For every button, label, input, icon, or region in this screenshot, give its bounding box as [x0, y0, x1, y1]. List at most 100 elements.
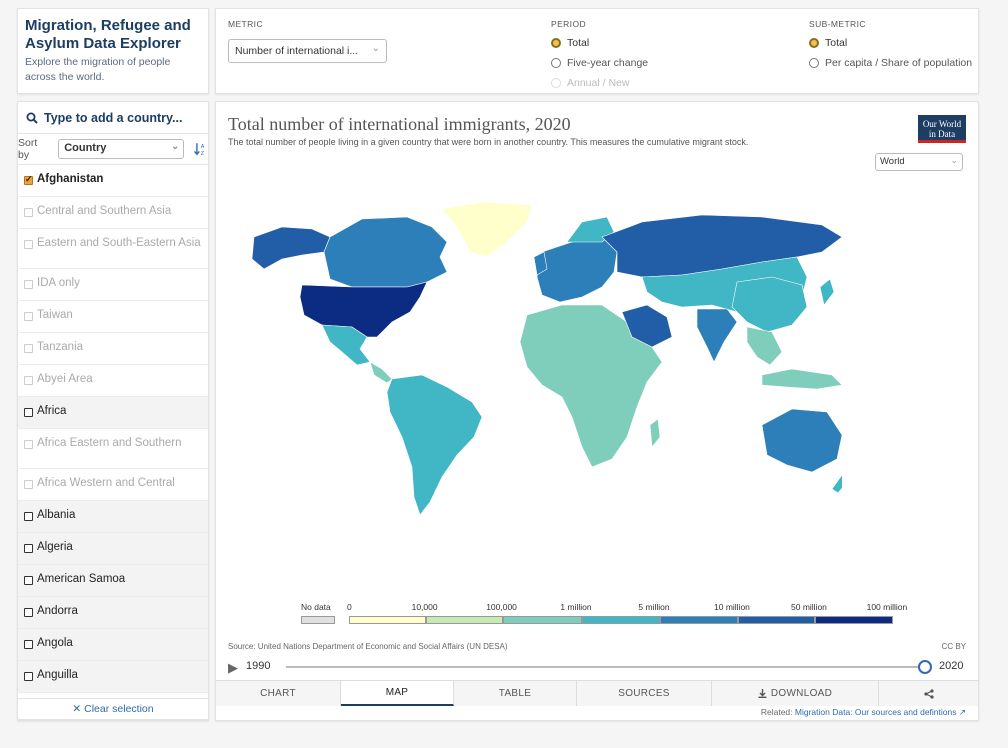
legend-bin[interactable] [582, 616, 660, 624]
entity-list: Afghanistan Central and Southern Asia East… [18, 164, 208, 693]
legend-bin[interactable] [426, 616, 503, 624]
license-label: CC BY [941, 642, 966, 651]
checkbox-icon[interactable] [24, 512, 33, 521]
map-madagascar[interactable] [649, 418, 661, 448]
map-uk[interactable] [533, 251, 548, 276]
checkbox-icon[interactable] [24, 240, 33, 249]
checkbox-icon[interactable] [24, 312, 33, 321]
entity-item[interactable]: Africa Western and Central [18, 469, 208, 501]
legend-bin[interactable] [815, 616, 893, 624]
share-icon [923, 688, 934, 699]
entity-item[interactable]: Tanzania [18, 333, 208, 365]
sort-row: Sort by Country ⌄ A Z [18, 134, 208, 164]
entity-item[interactable]: Eastern and South-Eastern Asia [18, 229, 208, 269]
metric-select-value: Number of international i... [235, 45, 359, 57]
map-india[interactable] [696, 308, 738, 363]
country-search-input[interactable]: Type to add a country... [18, 102, 208, 134]
checkbox-icon[interactable] [24, 208, 33, 217]
region-select[interactable]: World ⌄ [875, 153, 963, 171]
entity-item[interactable]: Andorra [18, 597, 208, 629]
tab-sources[interactable]: SOURCES [577, 681, 712, 706]
tab-download[interactable]: DOWNLOAD [712, 681, 879, 706]
checkbox-icon[interactable] [24, 480, 33, 489]
checkbox-icon[interactable] [24, 376, 33, 385]
chevron-down-icon: ⌄ [171, 141, 180, 152]
map-japan[interactable] [819, 278, 835, 306]
clear-selection-button[interactable]: ✕ Clear selection [17, 698, 209, 720]
entity-item[interactable]: Algeria [18, 533, 208, 565]
map-usa[interactable] [299, 281, 428, 338]
map-indonesia[interactable] [761, 368, 842, 390]
period-option-five-year[interactable]: Five-year change [551, 57, 648, 69]
entity-item[interactable]: Anguilla [18, 661, 208, 693]
map-australia[interactable] [761, 408, 842, 473]
map-europe[interactable] [536, 236, 618, 303]
timeline-end: 2020 [939, 660, 964, 672]
checkbox-icon[interactable] [24, 576, 33, 585]
map-alaska[interactable] [251, 226, 331, 270]
entity-item[interactable]: Central and Southern Asia [18, 197, 208, 229]
timeline: ▶ 1990 2020 [228, 658, 968, 676]
checkbox-checked-icon[interactable] [24, 174, 33, 185]
map-africa[interactable] [519, 304, 663, 468]
period-option-total[interactable]: Total [551, 37, 589, 49]
checkbox-icon[interactable] [24, 640, 33, 649]
legend-nodata-swatch[interactable] [301, 616, 335, 624]
entity-label: Taiwan [37, 309, 73, 321]
controls-panel: METRIC Number of international i... ⌄ PE… [215, 8, 979, 94]
entity-item[interactable]: Africa Eastern and Southern [18, 429, 208, 469]
metric-select[interactable]: Number of international i... ⌄ [228, 39, 387, 63]
sort-select[interactable]: Country ⌄ [58, 139, 185, 159]
map-saudi-arabia[interactable] [621, 304, 673, 348]
map-central-america[interactable] [369, 361, 393, 384]
close-icon: ✕ [72, 703, 82, 715]
world-map[interactable] [242, 197, 842, 527]
map-scandinavia[interactable] [566, 216, 615, 243]
entity-item[interactable]: Abyei Area [18, 365, 208, 397]
entity-item[interactable]: Africa [18, 397, 208, 429]
tab-map[interactable]: MAP [341, 681, 454, 706]
checkbox-icon[interactable] [24, 344, 33, 353]
legend-bin[interactable] [660, 616, 738, 624]
checkbox-icon[interactable] [24, 408, 33, 417]
entity-label: Angola [37, 637, 73, 649]
play-icon[interactable]: ▶ [228, 660, 238, 675]
map-china[interactable] [731, 276, 808, 333]
checkbox-icon[interactable] [24, 608, 33, 617]
entity-item[interactable]: Taiwan [18, 301, 208, 333]
entity-item[interactable]: Albania [18, 501, 208, 533]
entity-label: Albania [37, 509, 76, 521]
timeline-handle[interactable] [918, 660, 932, 674]
sort-order-icon[interactable]: A Z [194, 142, 208, 156]
map-russia[interactable] [601, 214, 842, 278]
checkbox-icon[interactable] [24, 440, 33, 449]
app-title: Migration, Refugee and Asylum Data Explo… [25, 17, 191, 52]
map-south-america[interactable] [386, 374, 483, 516]
tab-table[interactable]: TABLE [454, 681, 577, 706]
tab-share[interactable] [879, 681, 978, 706]
submetric-option-total[interactable]: Total [809, 37, 847, 49]
legend-bin[interactable] [738, 616, 815, 624]
entity-item[interactable]: American Samoa [18, 565, 208, 597]
tab-chart[interactable]: CHART [216, 681, 341, 706]
map-southeast-asia[interactable] [746, 326, 783, 366]
related-link[interactable]: Migration Data: Our sources and defintio… [794, 707, 957, 717]
timeline-track[interactable] [286, 666, 926, 668]
legend-bin[interactable] [349, 616, 426, 624]
owid-logo[interactable]: Our World in Data [918, 115, 966, 143]
legend-tick-label: 10,000 [411, 602, 438, 612]
checkbox-icon[interactable] [24, 280, 33, 289]
checkbox-icon[interactable] [24, 672, 33, 681]
checkbox-icon[interactable] [24, 544, 33, 553]
entity-item[interactable]: Afghanistan [18, 165, 208, 197]
map-canada[interactable] [323, 216, 448, 288]
sort-label: Sort by [18, 137, 38, 161]
entity-item[interactable]: Angola [18, 629, 208, 661]
chart-source: Source: United Nations Department of Eco… [228, 642, 508, 651]
map-greenland[interactable] [441, 201, 533, 258]
entity-label: Algeria [37, 541, 73, 553]
legend-bin[interactable] [503, 616, 582, 624]
submetric-option-per-capita[interactable]: Per capita / Share of population [809, 57, 972, 69]
map-new-zealand[interactable] [831, 474, 842, 494]
entity-item[interactable]: IDA only [18, 269, 208, 301]
